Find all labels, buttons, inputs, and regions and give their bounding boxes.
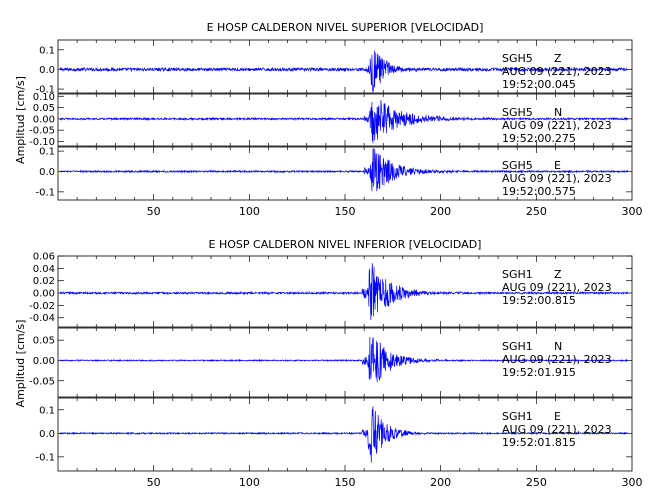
x-tick-label: 300: [622, 205, 643, 218]
y-tick-label: 0.02: [33, 276, 55, 287]
y-tick-label: 0.06: [33, 252, 55, 263]
x-tick-label: 300: [622, 476, 643, 489]
station-label: SGH1: [502, 410, 533, 423]
date-label: AUG 09 (221), 2023: [502, 423, 612, 436]
y-tick-label: 0.0: [39, 167, 55, 178]
time-label: 19:52:00.275: [502, 132, 576, 145]
station-label: SGH5: [502, 52, 533, 65]
date-label: AUG 09 (221), 2023: [502, 353, 612, 366]
station-label: SGH5: [502, 106, 533, 119]
chart-upper: E HOSP CALDERON NIVEL SUPERIOR [VELOCIDA…: [14, 21, 643, 218]
y-tick-label: 0.10: [33, 92, 55, 103]
y-axis-label: Amplitud [cm/s]: [14, 76, 27, 164]
x-tick-label: 100: [239, 476, 260, 489]
x-tick-label: 200: [430, 476, 451, 489]
waveform-trace: [59, 100, 629, 144]
charts-layer: E HOSP CALDERON NIVEL SUPERIOR [VELOCIDA…: [14, 21, 643, 489]
y-tick-label: 0.00: [33, 114, 55, 125]
y-tick-label: 0.1: [39, 147, 55, 158]
y-tick-label: -0.1: [35, 452, 55, 463]
y-tick-label: -0.1: [35, 85, 55, 96]
x-tick-label: 100: [239, 205, 260, 218]
y-tick-label: -0.05: [29, 126, 55, 137]
time-label: 19:52:01.815: [502, 436, 576, 449]
waveform-trace: [59, 148, 629, 192]
waveform-trace: [59, 263, 629, 320]
y-tick-label: 0.05: [33, 103, 55, 114]
x-tick-label: 150: [335, 205, 356, 218]
y-tick-label: 0.0: [39, 65, 55, 76]
time-label: 19:52:00.575: [502, 185, 576, 198]
waveform-trace: [59, 406, 628, 463]
component-label: N: [554, 106, 562, 119]
chart-title: E HOSP CALDERON NIVEL INFERIOR [VELOCIDA…: [209, 238, 482, 251]
component-label: E: [554, 159, 561, 172]
y-axis-label: Amplitud [cm/s]: [14, 320, 27, 408]
x-tick-label: 50: [147, 205, 161, 218]
y-tick-label: -0.10: [29, 137, 55, 148]
y-tick-label: 0.1: [39, 45, 55, 56]
y-tick-label: -0.02: [29, 301, 55, 312]
date-label: AUG 09 (221), 2023: [502, 65, 612, 78]
y-tick-label: -0.1: [35, 187, 55, 198]
time-label: 19:52:00.815: [502, 294, 576, 307]
y-tick-label: 0.04: [33, 264, 55, 275]
time-label: 19:52:00.045: [502, 78, 576, 91]
date-label: AUG 09 (221), 2023: [502, 172, 612, 185]
y-tick-label: -0.04: [29, 313, 55, 324]
station-label: SGH1: [502, 340, 533, 353]
y-tick-label: 0.05: [33, 336, 55, 347]
station-label: SGH1: [502, 268, 533, 281]
x-tick-label: 50: [147, 476, 161, 489]
time-label: 19:52:01.915: [502, 366, 576, 379]
component-label: Z: [554, 52, 562, 65]
y-tick-label: 0.00: [33, 356, 55, 367]
y-tick-label: 0.00: [33, 289, 55, 300]
chart-lower: E HOSP CALDERON NIVEL INFERIOR [VELOCIDA…: [14, 238, 643, 489]
component-label: Z: [554, 268, 562, 281]
station-label: SGH5: [502, 159, 533, 172]
y-tick-label: 0.1: [39, 405, 55, 416]
y-tick-label: -0.05: [29, 376, 55, 387]
chart-title: E HOSP CALDERON NIVEL SUPERIOR [VELOCIDA…: [207, 21, 484, 34]
waveform-trace: [59, 50, 629, 93]
x-tick-label: 250: [526, 205, 547, 218]
date-label: AUG 09 (221), 2023: [502, 281, 612, 294]
x-tick-label: 200: [430, 205, 451, 218]
x-tick-label: 250: [526, 476, 547, 489]
date-label: AUG 09 (221), 2023: [502, 119, 612, 132]
y-tick-label: 0.0: [39, 429, 55, 440]
component-label: E: [554, 410, 561, 423]
waveform-trace: [59, 336, 629, 383]
component-label: N: [554, 340, 562, 353]
x-tick-label: 150: [335, 476, 356, 489]
